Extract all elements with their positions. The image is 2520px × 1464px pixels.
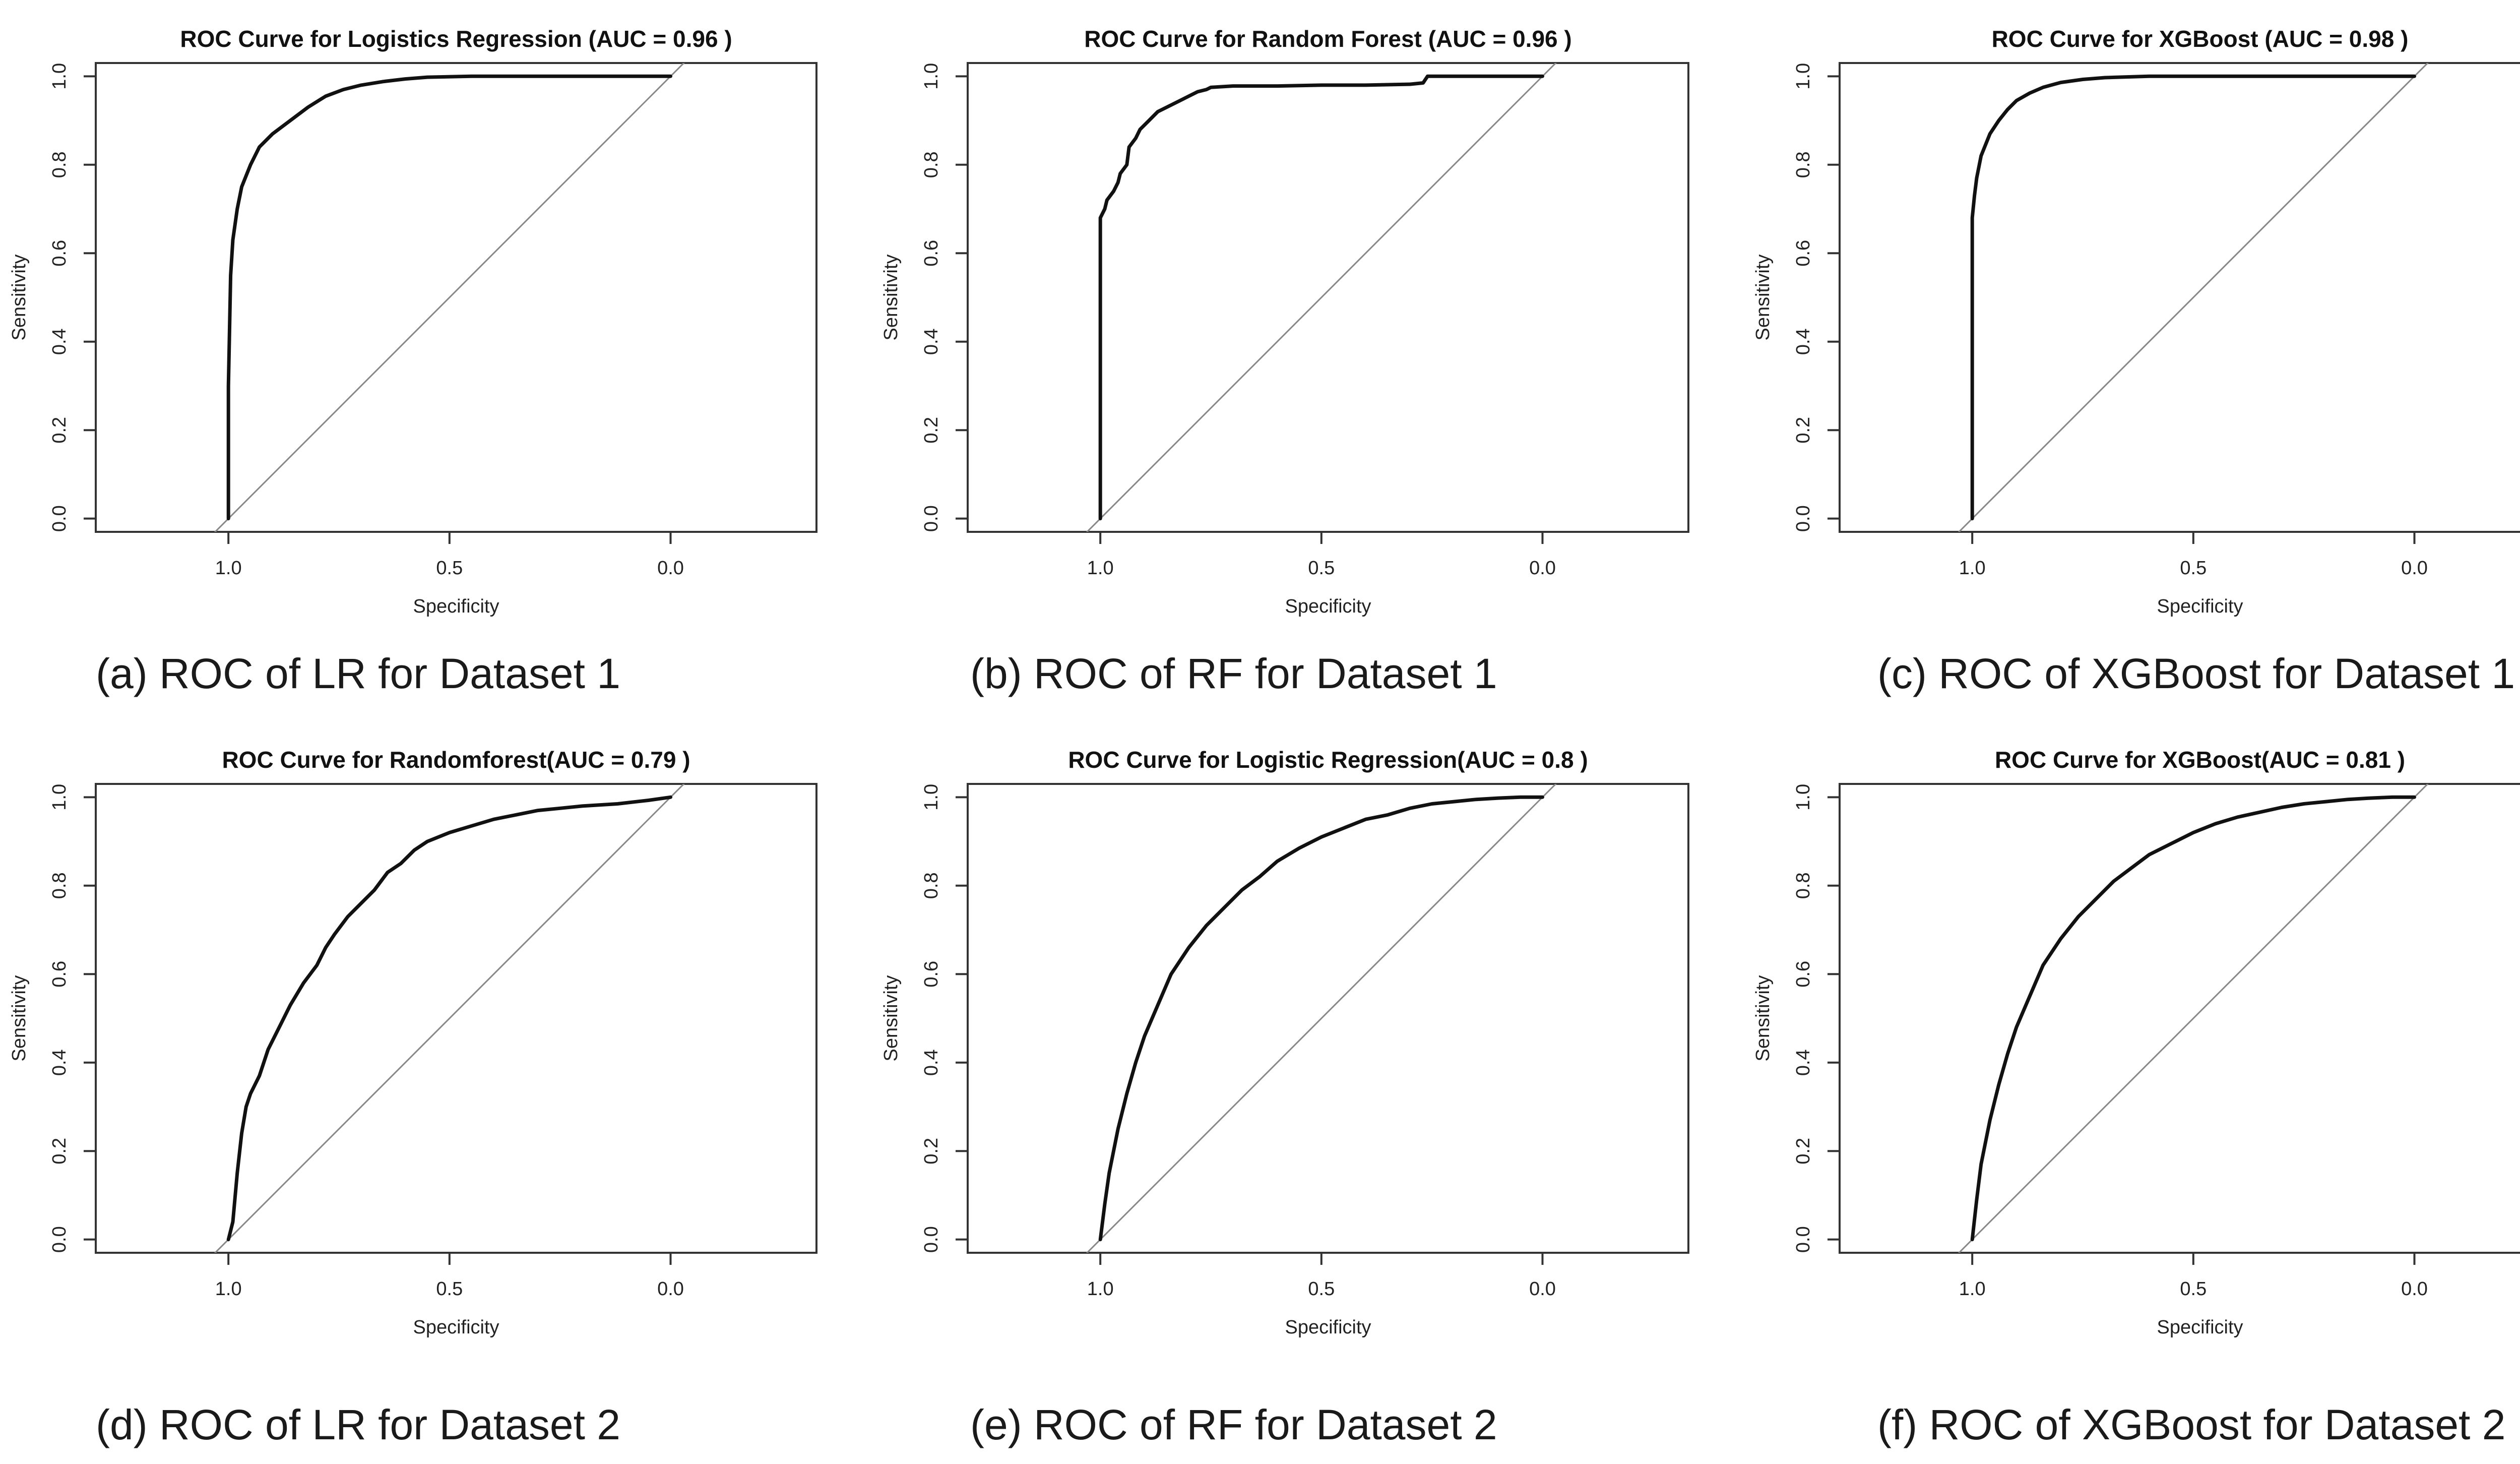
panel-d-ytick-label: 0.8	[49, 872, 70, 899]
panel-f-ytick-label: 0.4	[1793, 1049, 1814, 1076]
panel-c-caption: (c) ROC of XGBoost for Dataset 1	[1877, 650, 2515, 697]
panel-d-ytick-label: 0.4	[49, 1049, 70, 1076]
panel-f-xtick-label: 0.0	[2401, 1278, 2428, 1300]
panel-f-title: ROC Curve for XGBoost(AUC = 0.81 )	[1995, 747, 2405, 773]
panel-d-plot-frame	[95, 783, 817, 1254]
panel-a-title: ROC Curve for Logistics Regression (AUC …	[180, 26, 732, 52]
panel-a-ytick-label: 0.2	[49, 417, 70, 444]
panel-c-plot-frame	[1839, 62, 2520, 533]
panel-b-ytick-label: 0.0	[921, 505, 942, 532]
panel-e-ylabel: Sensitivity	[880, 975, 902, 1061]
panel-e-ytick-label: 0.4	[921, 1049, 942, 1076]
panel-d-xlabel: Specificity	[413, 1317, 499, 1338]
panel-d-xtick-label: 0.5	[436, 1278, 463, 1300]
panel-e-xlabel: Specificity	[1285, 1317, 1371, 1338]
panel-a-ytick-label: 0.8	[49, 151, 70, 178]
panel-b-title: ROC Curve for Random Forest (AUC = 0.96 …	[1084, 26, 1571, 52]
panel-b-ytick-label: 1.0	[921, 63, 942, 90]
panel-a-roc-curve	[226, 74, 672, 521]
panel-b-roc-curve	[1098, 74, 1544, 521]
panel-c-xlabel: Specificity	[2157, 596, 2243, 617]
panel-a-xtick-label: 1.0	[215, 558, 242, 579]
panel-f-reference-diagonal	[1958, 784, 2429, 1253]
panel-b-plot-frame	[967, 62, 1689, 533]
panel-f-xtick-label: 1.0	[1959, 1278, 1986, 1300]
panel-c-reference-diagonal	[1958, 63, 2429, 532]
panel-d-ytick-label: 0.2	[49, 1138, 70, 1165]
panel-e-reference-diagonal	[1086, 784, 1557, 1253]
panel-d-ytick-label: 0.6	[49, 961, 70, 988]
panel-b-ytick-label: 0.2	[921, 417, 942, 444]
panel-a-ytick-label: 0.4	[49, 328, 70, 355]
panel-c-ytick-label: 0.0	[1793, 505, 1814, 532]
panel-e-caption: (e) ROC of RF for Dataset 2	[970, 1401, 1497, 1448]
panel-c-xtick-label: 0.0	[2401, 558, 2428, 579]
panel-a-xtick-label: 0.0	[657, 558, 684, 579]
panel-f-xlabel: Specificity	[2157, 1317, 2243, 1338]
panel-f-ytick-label: 0.8	[1793, 872, 1814, 899]
panel-c-ytick-label: 0.2	[1793, 417, 1814, 444]
panel-d-title: ROC Curve for Randomforest(AUC = 0.79 )	[222, 747, 690, 773]
panel-c-ytick-label: 0.6	[1793, 240, 1814, 267]
panel-b-xtick-label: 0.0	[1529, 558, 1556, 579]
panel-b-ytick-label: 0.6	[921, 240, 942, 267]
panel-a-xtick-label: 0.5	[436, 558, 463, 579]
panel-c-ytick-label: 0.8	[1793, 151, 1814, 178]
panel-e-plot-frame	[967, 783, 1689, 1254]
panel-b-reference-diagonal	[1086, 63, 1557, 532]
panel-f-ytick-label: 0.2	[1793, 1138, 1814, 1165]
panel-e-ytick-label: 0.8	[921, 872, 942, 899]
panel-e-xtick-label: 0.0	[1529, 1278, 1556, 1300]
panel-d-ylabel: Sensitivity	[9, 975, 30, 1061]
panel-e-ytick-label: 0.2	[921, 1138, 942, 1165]
panel-d-roc-curve	[226, 795, 672, 1242]
panel-f-roc-curve	[1970, 795, 2416, 1242]
panel-a-ytick-label: 0.6	[49, 240, 70, 267]
panel-c-title: ROC Curve for XGBoost (AUC = 0.98 )	[1992, 26, 2409, 52]
panel-c-xtick-label: 0.5	[2180, 558, 2207, 579]
panel-e-ytick-label: 0.0	[921, 1226, 942, 1253]
panel-e-xtick-label: 1.0	[1087, 1278, 1114, 1300]
panel-d-ytick-label: 1.0	[49, 784, 70, 811]
panel-e-roc-curve	[1098, 795, 1544, 1242]
panel-f-plot-frame	[1839, 783, 2520, 1254]
panel-f-xtick-label: 0.5	[2180, 1278, 2207, 1300]
panel-d-reference-diagonal	[214, 784, 685, 1253]
panel-c-roc-curve	[1970, 74, 2416, 521]
panel-e-ytick-label: 0.6	[921, 961, 942, 988]
panel-d-xtick-label: 0.0	[657, 1278, 684, 1300]
panel-c-ylabel: Sensitivity	[1752, 254, 1774, 340]
panel-f-ytick-label: 0.0	[1793, 1226, 1814, 1253]
panel-f-ytick-label: 1.0	[1793, 784, 1814, 811]
panel-f-ytick-label: 0.6	[1793, 961, 1814, 988]
panel-a-ylabel: Sensitivity	[9, 254, 30, 340]
panel-d-ytick-label: 0.0	[49, 1226, 70, 1253]
panel-a-ytick-label: 0.0	[49, 505, 70, 532]
panel-a-caption: (a) ROC of LR for Dataset 1	[96, 650, 620, 697]
panel-b-ytick-label: 0.8	[921, 151, 942, 178]
panel-a-reference-diagonal	[214, 63, 685, 532]
panel-b-caption: (b) ROC of RF for Dataset 1	[970, 650, 1497, 697]
panel-e-title: ROC Curve for Logistic Regression(AUC = …	[1068, 747, 1588, 773]
panel-a-xlabel: Specificity	[413, 596, 499, 617]
panel-b-ylabel: Sensitivity	[880, 254, 902, 340]
panel-b-ytick-label: 0.4	[921, 328, 942, 355]
panel-d-caption: (d) ROC of LR for Dataset 2	[96, 1401, 620, 1448]
panel-d-xtick-label: 1.0	[215, 1278, 242, 1300]
panel-c-ytick-label: 1.0	[1793, 63, 1814, 90]
panel-f-ylabel: Sensitivity	[1752, 975, 1774, 1061]
panel-b-xtick-label: 0.5	[1308, 558, 1335, 579]
panel-b-xtick-label: 1.0	[1087, 558, 1114, 579]
panel-c-xtick-label: 1.0	[1959, 558, 1986, 579]
panel-e-ytick-label: 1.0	[921, 784, 942, 811]
panel-f-caption: (f) ROC of XGBoost for Dataset 2	[1877, 1401, 2505, 1448]
panel-e-xtick-label: 0.5	[1308, 1278, 1335, 1300]
panel-a-ytick-label: 1.0	[49, 63, 70, 90]
panel-a-plot-frame	[95, 62, 817, 533]
panel-c-ytick-label: 0.4	[1793, 328, 1814, 355]
panel-b-xlabel: Specificity	[1285, 596, 1371, 617]
